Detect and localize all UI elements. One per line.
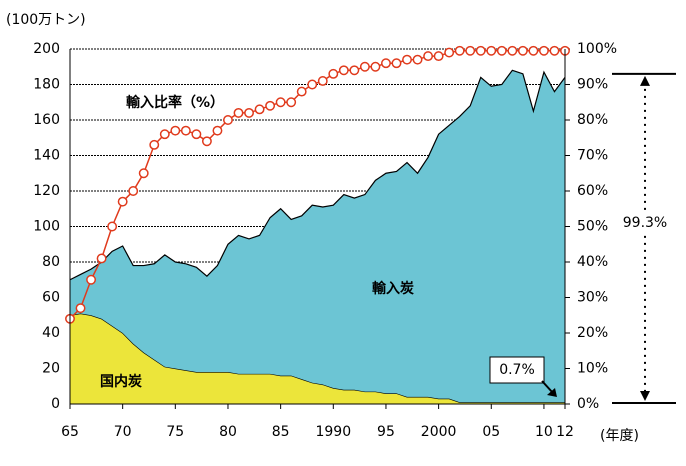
x-tick-label: 65: [61, 424, 79, 440]
ratio-point: [75, 303, 86, 314]
ratio-point: [528, 45, 539, 56]
annotation: 99.3%: [623, 215, 667, 231]
arrow-head: [547, 388, 557, 397]
area: [70, 70, 565, 403]
y-tick-label: 0: [51, 396, 60, 412]
x-tick-label: 75: [166, 424, 184, 440]
ratio-point: [107, 221, 118, 232]
ratio-point: [507, 45, 518, 56]
x-tick-label: 12: [556, 424, 574, 440]
ratio-point: [475, 45, 486, 56]
ratio-point: [517, 45, 528, 56]
area-edge: [69, 69, 566, 281]
y2-tick-label: 60%: [577, 183, 608, 199]
ratio-point: [538, 45, 549, 56]
y-tick-label: 80: [42, 254, 60, 270]
ratio-point: [265, 100, 276, 111]
ratio-point: [423, 51, 434, 62]
callout-box: [489, 356, 545, 384]
legend-label: 輸入炭: [372, 280, 414, 297]
ratio-point: [317, 76, 328, 86]
ratio-point: [370, 61, 381, 72]
ratio-point: [244, 107, 254, 118]
ratio-point: [128, 186, 139, 196]
x-tick-label: 70: [114, 424, 132, 440]
ratio-point: [549, 45, 560, 56]
ratio-point: [338, 65, 349, 76]
x-tick-label: 2000: [421, 424, 457, 440]
y-tick-label: 100: [33, 219, 60, 235]
ratio-point: [402, 54, 412, 65]
x-tick-label: 1990: [315, 424, 351, 440]
ratio-point: [296, 86, 307, 97]
ratio-point: [433, 51, 444, 62]
ratio-point: [486, 45, 497, 56]
ratio-point: [454, 45, 465, 56]
x-tick-label: 80: [219, 424, 237, 440]
y-tick-label: 160: [33, 112, 60, 128]
y2-tick-label: 30%: [577, 290, 608, 306]
ratio-point: [170, 125, 181, 136]
ratio-point: [223, 115, 233, 125]
area: [70, 313, 565, 404]
y2-tick-label: 90%: [577, 77, 608, 93]
ratio-point: [349, 65, 360, 76]
ratio-point: [307, 79, 318, 90]
ratio-point: [180, 125, 191, 136]
x-tick-label: 10: [535, 424, 553, 440]
x-axis-label: (年度): [600, 428, 639, 444]
y-tick-label: 120: [33, 183, 60, 199]
y-tick-label: 60: [42, 290, 60, 306]
legend-label: 輸入比率（%）: [126, 94, 224, 111]
ratio-point: [444, 47, 455, 58]
ratio-point: [359, 61, 370, 72]
ratio-point: [275, 97, 286, 108]
y-tick-label: 180: [33, 77, 60, 93]
x-tick-label: 05: [482, 424, 500, 440]
ratio-point: [254, 104, 265, 115]
ratio-point: [381, 58, 391, 69]
ratio-point: [138, 168, 149, 179]
y-tick-label: 200: [33, 41, 60, 57]
ratio-point: [412, 54, 423, 65]
ratio-point: [96, 253, 107, 264]
ratio-point: [391, 58, 402, 69]
y2-tick-label: 50%: [577, 219, 608, 235]
y2-tick-label: 20%: [577, 325, 608, 341]
arrow-head: [640, 75, 650, 86]
x-tick-label: 85: [272, 424, 290, 440]
ratio-point: [117, 196, 128, 207]
ratio-point: [212, 125, 223, 136]
ratio-point: [159, 129, 170, 140]
callout-arrow: [541, 380, 554, 394]
y2-tick-label: 40%: [577, 254, 608, 270]
label-bg: [617, 211, 673, 235]
ratio-point: [86, 274, 97, 285]
ratio-point: [191, 129, 202, 140]
y-tick-label: 40: [42, 325, 60, 341]
ratio-point: [328, 68, 339, 79]
y2-tick-label: 80%: [577, 112, 608, 128]
ratio-point: [465, 45, 476, 56]
ratio-point: [233, 107, 244, 118]
ratio-point: [149, 139, 160, 150]
ratio-point: [496, 45, 507, 56]
y-axis-label: (100万トン): [6, 12, 86, 28]
y-tick-label: 140: [33, 148, 60, 164]
ratio-point: [201, 136, 212, 147]
y2-tick-label: 10%: [577, 361, 608, 377]
y2-tick-label: 100%: [577, 41, 617, 57]
y2-tick-label: 0%: [577, 396, 599, 412]
annotation: 0.7%: [499, 362, 535, 378]
ratio-point: [286, 97, 297, 108]
y2-tick-label: 70%: [577, 148, 608, 164]
legend-label: 国内炭: [100, 373, 142, 390]
y-tick-label: 20: [42, 361, 60, 377]
arrow-head: [640, 391, 650, 401]
x-tick-label: 95: [377, 424, 395, 440]
